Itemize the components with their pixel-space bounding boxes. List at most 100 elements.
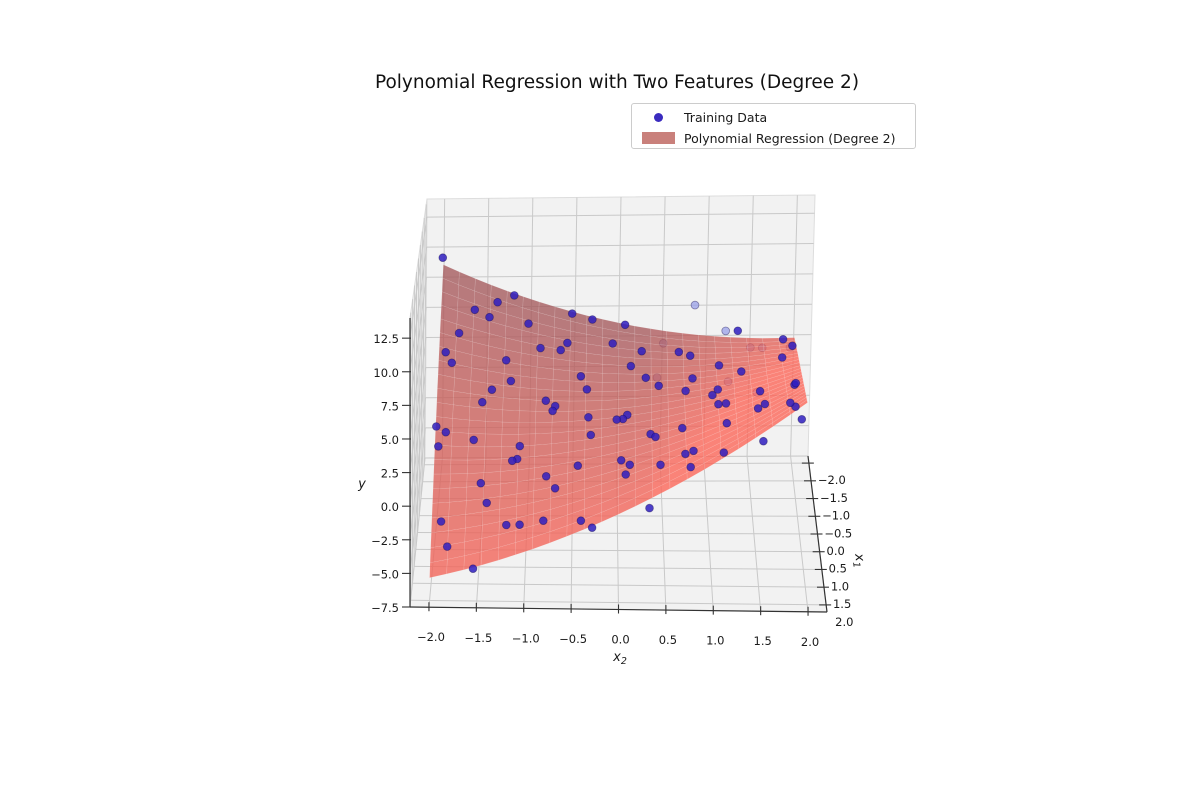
data-point	[541, 471, 551, 481]
data-point	[548, 406, 557, 416]
data-point	[567, 309, 577, 318]
data-point	[722, 418, 732, 428]
surface-patch-icon	[641, 132, 675, 144]
axis-ticks	[402, 337, 832, 616]
tick-label: 0.0	[611, 633, 629, 647]
data-point	[681, 449, 690, 459]
data-point	[736, 367, 746, 376]
data-point	[485, 312, 494, 322]
legend-item-training-data: Training Data	[632, 106, 767, 128]
data-point	[576, 516, 586, 525]
tick-label: 12.5	[373, 332, 399, 346]
data-point	[612, 415, 621, 424]
data-point	[688, 374, 697, 383]
x2-axis-label: x2	[612, 650, 627, 667]
y-axis-label: y	[357, 477, 366, 492]
data-point	[656, 460, 665, 470]
data-point	[677, 423, 687, 433]
tick-labels: −7.5 −5.0 −2.5 0.0 2.5 5.0 7.5 10.0 12.5 −2.0 −1.5…	[371, 332, 853, 649]
data-point	[689, 446, 698, 456]
data-point	[536, 343, 545, 353]
tick-label: 0.0	[381, 500, 399, 514]
data-point	[620, 320, 630, 330]
data-point	[563, 338, 572, 348]
data-point	[637, 346, 646, 356]
legend-marker-wrap	[632, 112, 684, 122]
scatter-points	[431, 253, 807, 573]
data-point	[791, 378, 801, 388]
tick-label: −5.0	[371, 567, 399, 581]
data-point	[454, 328, 464, 338]
data-point	[441, 347, 451, 357]
data-point	[778, 334, 788, 344]
data-point	[541, 396, 551, 406]
data-point	[441, 427, 451, 437]
data-point	[442, 542, 452, 551]
data-point	[797, 414, 807, 424]
data-point	[759, 436, 768, 446]
data-point	[626, 361, 636, 371]
tick-label: −0.5	[559, 632, 587, 646]
data-point	[433, 442, 443, 451]
data-point	[753, 404, 763, 413]
tick-label: 2.0	[801, 635, 819, 649]
tick-label: 0.5	[659, 633, 677, 647]
tick-label: 1.5	[754, 634, 772, 648]
tick-label: 2.5	[381, 467, 399, 481]
tick-label: 1.5	[833, 597, 851, 611]
tick-label: 10.0	[373, 366, 399, 380]
data-point	[625, 460, 635, 470]
tick-label: −2.0	[417, 630, 445, 644]
tick-label: −1.5	[820, 491, 848, 505]
tick-label: −2.5	[371, 534, 399, 548]
data-point	[654, 381, 663, 391]
data-point	[719, 448, 729, 457]
data-point	[685, 351, 695, 361]
data-point	[515, 520, 524, 529]
data-point	[573, 461, 583, 471]
data-point	[721, 326, 730, 336]
data-point	[785, 398, 795, 408]
data-point	[431, 422, 441, 431]
data-point	[438, 253, 448, 263]
legend-box: Training Data Polynomial Regression (Deg…	[631, 103, 916, 149]
data-point	[538, 516, 548, 525]
data-point	[582, 385, 592, 394]
data-point	[487, 385, 497, 395]
data-point	[755, 386, 765, 396]
data-point	[584, 412, 593, 422]
data-point	[447, 358, 457, 368]
data-point	[476, 478, 486, 488]
data-point	[733, 326, 743, 336]
data-point	[482, 498, 492, 508]
data-point	[621, 470, 630, 479]
tick-label: 7.5	[381, 399, 399, 413]
tick-label: 1.0	[831, 579, 849, 593]
data-point	[721, 399, 731, 408]
data-point	[777, 353, 787, 362]
data-point	[436, 517, 446, 526]
data-point	[506, 376, 516, 386]
data-point	[713, 385, 723, 394]
tick-label: 1.0	[706, 634, 724, 648]
data-point	[515, 441, 525, 451]
tick-label: 5.0	[381, 433, 399, 447]
data-point	[674, 347, 684, 357]
tick-label: −2.0	[818, 473, 846, 487]
tick-label: 0.5	[829, 562, 847, 576]
data-point	[587, 523, 597, 532]
data-point	[477, 397, 487, 407]
data-point	[501, 355, 511, 365]
legend-marker-wrap	[632, 132, 684, 144]
data-point	[686, 462, 695, 472]
data-point	[714, 361, 724, 370]
tick-label: −0.5	[824, 526, 852, 540]
tick-label: −1.0	[822, 509, 850, 523]
data-point	[509, 291, 519, 300]
data-point	[681, 386, 690, 396]
tick-label: −7.5	[371, 601, 399, 615]
legend-label: Training Data	[684, 109, 768, 125]
tick-label: −1.0	[512, 631, 540, 645]
